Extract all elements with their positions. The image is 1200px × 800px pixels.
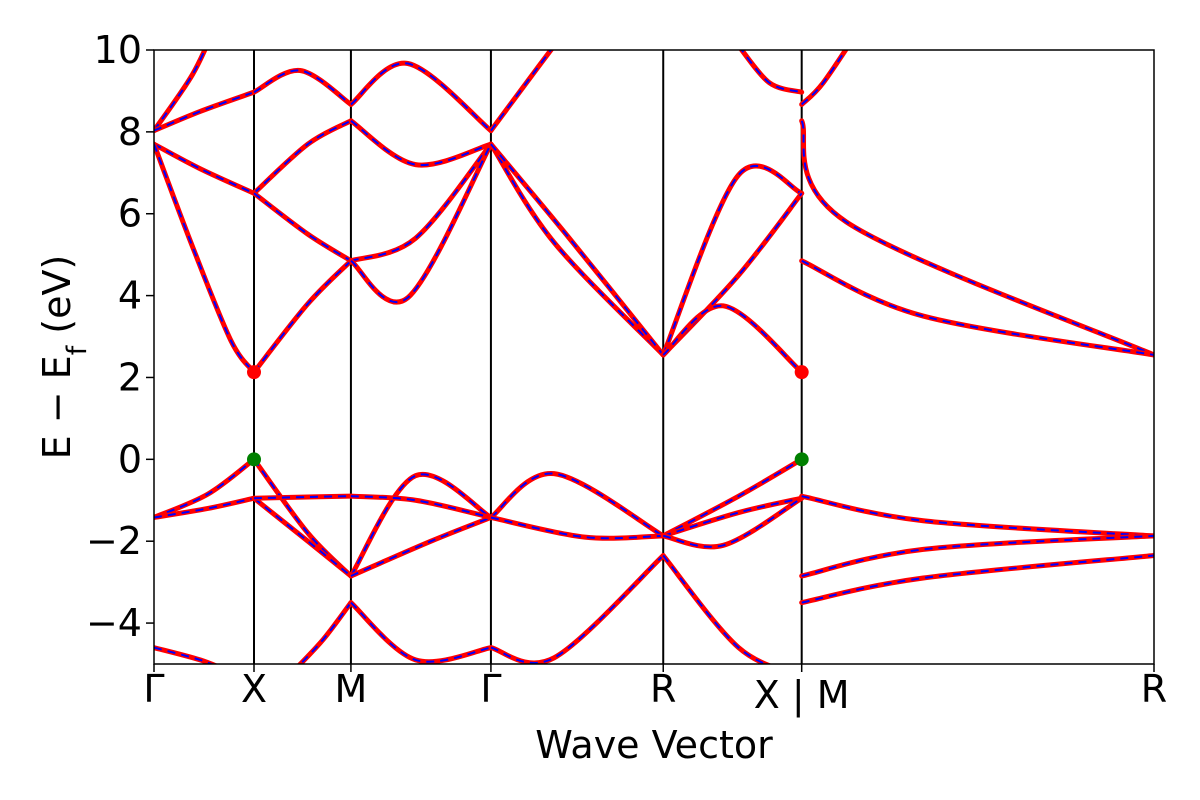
y-tick-label-6: 8 [118,110,142,154]
band-4-dashed [154,458,255,519]
band-7 [251,67,354,107]
band-24-dashed [490,143,664,356]
band-35 [660,553,772,664]
y-tick-label-0: −4 [86,601,142,645]
y-axis-label-main: E − E [35,355,79,459]
y-axis-ticks: −4 −2 0 2 4 6 8 10 [86,28,154,645]
band-11-dashed [253,458,352,577]
band-42-dashed [801,554,1154,604]
band-16 [348,118,494,168]
band-11 [251,456,354,579]
band-6-dashed [154,646,215,664]
band-8 [251,118,354,196]
band-5-dashed [154,497,255,519]
band-32 [660,456,805,539]
band-lines [154,50,1154,664]
band-18-dashed [350,143,492,303]
band-41-dashed [801,534,1154,577]
band-37 [799,50,849,107]
band-40-dashed [801,495,1154,537]
y-tick-label-4: 4 [118,274,142,318]
band-6 [154,645,219,664]
band-19-dashed [350,473,492,577]
band-35-dashed [662,554,769,664]
band-16-dashed [350,119,492,167]
band-28-dashed [490,554,664,664]
band-22-dashed [350,601,492,663]
band-39 [799,258,1154,358]
band-27-dashed [490,516,664,540]
x-tick-label-0: Γ [143,667,164,711]
band-28 [488,553,666,664]
y-tick-label-7: 10 [94,28,142,72]
extremum-markers [247,365,809,467]
band-25-dashed [490,143,665,356]
band-10-dashed [253,260,352,373]
band-39-dashed [801,259,1154,356]
band-3 [154,141,257,375]
band-10 [251,258,354,375]
y-axis-label: E − Ef (eV) [35,255,93,460]
band-0-dashed [154,50,206,132]
y-axis-label-subscript: f [62,344,93,355]
x-tick-label-3: Γ [480,667,501,711]
band-1 [154,89,257,134]
vbm-marker-0 [247,452,261,467]
band-18 [348,141,494,305]
x-tick-label-6: R [1141,667,1167,711]
x-tick-label-4: R [650,667,676,711]
plot-frame [153,49,1155,665]
y-tick-label-5: 6 [118,192,142,236]
y-axis-label-unit: (eV) [35,255,79,346]
band-36 [738,50,805,95]
band-29 [660,163,805,358]
band-17 [348,141,494,264]
band-33-dashed [662,497,802,537]
y-tick-label-1: −2 [86,519,142,563]
band-38 [799,118,1154,358]
band-37-dashed [800,50,847,106]
band-12-dashed [253,497,352,577]
high-symmetry-lines [253,50,803,664]
x-axis-label: Wave Vector [535,723,773,767]
band-15 [348,60,494,134]
band-36-dashed [740,50,802,94]
band-8-dashed [253,119,352,195]
x-tick-label-1: X [241,667,267,711]
band-17-dashed [350,143,492,262]
band-9-dashed [253,192,352,262]
band-21-dashed [350,495,492,519]
band-34-dashed [663,497,803,548]
band-29-dashed [662,165,803,356]
band-2-dashed [154,143,255,195]
band-30-dashed [662,192,803,356]
band-23-dashed [490,50,553,132]
band-38-dashed [800,120,1154,356]
band-7-dashed [253,69,352,106]
band-26-dashed [490,472,664,537]
y-tick-label-2: 0 [118,437,142,481]
band-14-dashed [299,601,352,664]
vbm-marker-1 [794,452,809,467]
y-tick-label-3: 2 [118,355,142,399]
band-26 [488,471,666,539]
band-20-dashed [350,516,492,577]
band-13-dashed [253,495,351,500]
x-tick-label-2: M [335,667,368,711]
band-15-dashed [350,62,492,132]
cbm-marker-1 [794,365,809,380]
band-31 [660,303,805,375]
cbm-marker-0 [247,365,261,380]
x-axis-ticks: Γ X M Γ R X | M R [143,664,1167,718]
band-0 [154,50,208,134]
x-tick-label-5: X | M [754,673,850,718]
band-32-dashed [662,458,803,537]
band-40 [799,493,1154,539]
band-31-dashed [662,304,803,373]
band-3-dashed [154,143,255,373]
